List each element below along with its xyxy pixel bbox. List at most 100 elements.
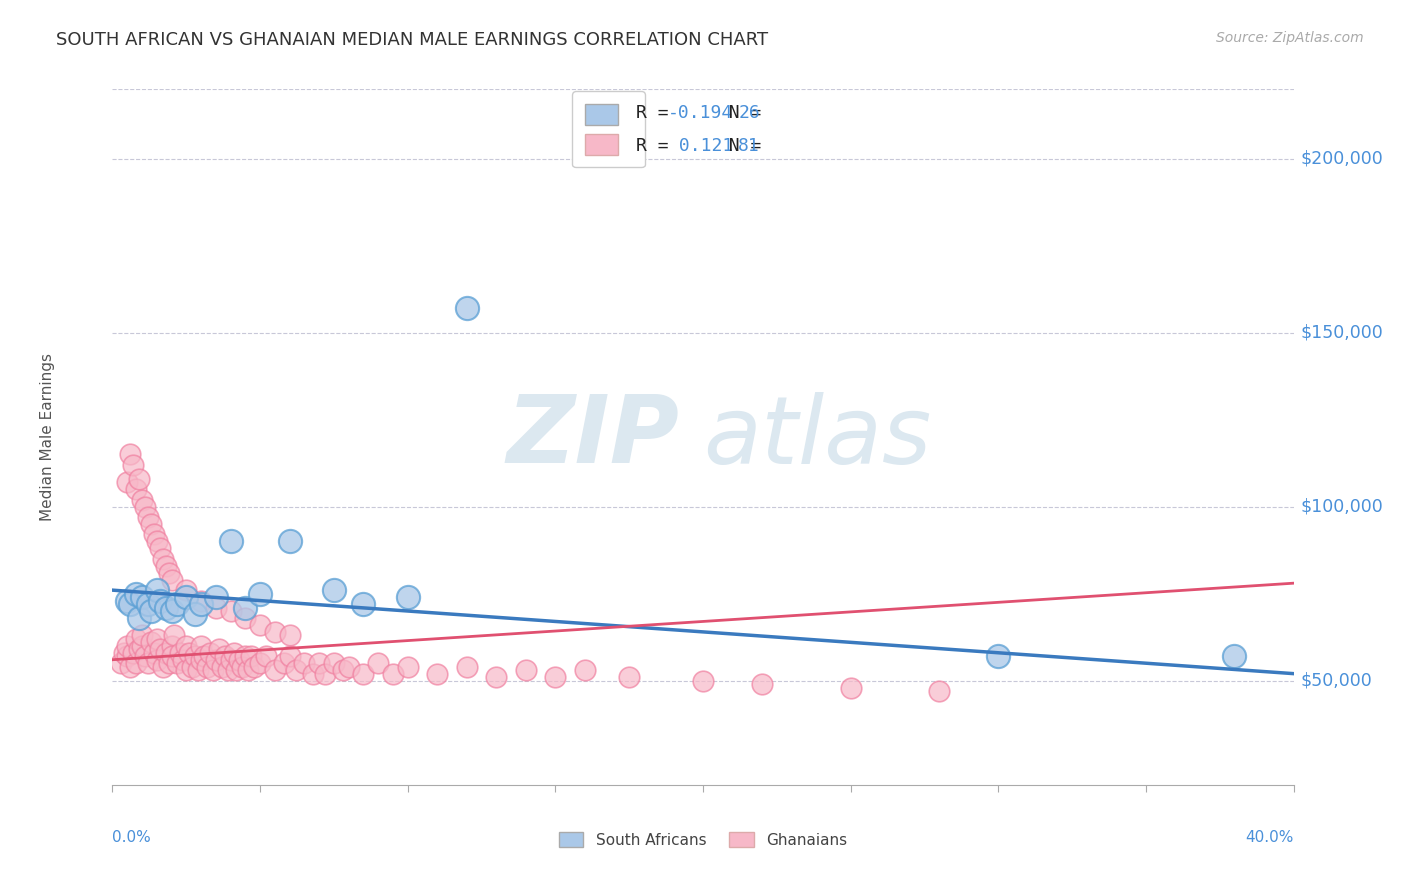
Point [193, 649, 215, 664]
Point [125, 657, 148, 671]
Point [190, 597, 212, 611]
Point [160, 573, 183, 587]
Point [214, 649, 236, 664]
Point [120, 447, 142, 462]
Text: R =: R = [636, 103, 679, 121]
Point [292, 657, 315, 671]
Point [544, 670, 567, 684]
Point [273, 657, 295, 671]
Point [163, 628, 186, 642]
Point [219, 534, 242, 549]
Text: N =: N = [707, 103, 773, 121]
Point [152, 659, 174, 673]
Point [323, 657, 346, 671]
Text: SOUTH AFRICAN VS GHANAIAN MEDIAN MALE EARNINGS CORRELATION CHART: SOUTH AFRICAN VS GHANAIAN MEDIAN MALE EA… [56, 31, 768, 49]
Point [131, 628, 153, 642]
Point [195, 659, 218, 673]
Point [131, 492, 153, 507]
Point [839, 681, 862, 695]
Point [112, 646, 135, 660]
Point [174, 590, 197, 604]
Point [181, 659, 204, 673]
Point [187, 663, 209, 677]
Point [382, 666, 405, 681]
Point [456, 659, 478, 673]
Point [249, 587, 271, 601]
Text: R =: R = [636, 137, 679, 155]
Point [205, 590, 228, 604]
Point [201, 663, 224, 677]
Point [278, 649, 301, 664]
Point [139, 604, 162, 618]
Point [142, 646, 165, 660]
Point [190, 653, 212, 667]
Point [110, 657, 132, 671]
Point [155, 600, 177, 615]
Point [219, 604, 242, 618]
Point [233, 600, 256, 615]
Point [136, 597, 159, 611]
Point [205, 600, 228, 615]
Text: 0.0%: 0.0% [112, 830, 152, 846]
Point [117, 475, 138, 490]
Point [149, 642, 172, 657]
Text: 0.121: 0.121 [668, 137, 734, 155]
Point [166, 657, 188, 671]
Point [134, 649, 156, 664]
Point [152, 551, 174, 566]
Point [125, 482, 148, 496]
Point [426, 666, 449, 681]
Point [314, 666, 336, 681]
Point [146, 534, 169, 549]
Point [146, 632, 169, 646]
Text: 26: 26 [738, 103, 761, 121]
Point [190, 593, 212, 607]
Point [396, 659, 419, 673]
Point [284, 663, 307, 677]
Point [198, 646, 221, 660]
Point [169, 646, 191, 660]
Point [172, 653, 194, 667]
Point [155, 558, 177, 573]
Point [136, 510, 159, 524]
Point [139, 516, 162, 531]
Point [149, 593, 172, 607]
Point [323, 583, 346, 598]
Point [352, 666, 374, 681]
Point [174, 663, 197, 677]
Point [122, 458, 145, 472]
Text: 40.0%: 40.0% [1246, 830, 1294, 846]
Point [456, 301, 478, 316]
Text: atlas: atlas [703, 392, 931, 483]
Point [692, 673, 714, 688]
Point [222, 646, 245, 660]
Point [515, 663, 537, 677]
Point [352, 597, 374, 611]
Point [278, 628, 301, 642]
Point [136, 657, 159, 671]
Point [308, 657, 330, 671]
Point [219, 653, 242, 667]
Point [131, 639, 153, 653]
Point [367, 657, 389, 671]
Point [211, 659, 233, 673]
Point [157, 657, 180, 671]
Point [134, 500, 156, 514]
Point [928, 684, 950, 698]
Point [160, 639, 183, 653]
Point [228, 653, 250, 667]
Point [120, 659, 142, 673]
Point [117, 593, 138, 607]
Text: 81: 81 [738, 137, 761, 155]
Point [146, 653, 169, 667]
Point [238, 663, 260, 677]
Point [302, 666, 325, 681]
Point [122, 646, 145, 660]
Point [184, 649, 207, 664]
Point [574, 663, 596, 677]
Point [166, 597, 188, 611]
Point [128, 611, 150, 625]
Point [1223, 649, 1246, 664]
Point [225, 663, 247, 677]
Point [174, 639, 197, 653]
